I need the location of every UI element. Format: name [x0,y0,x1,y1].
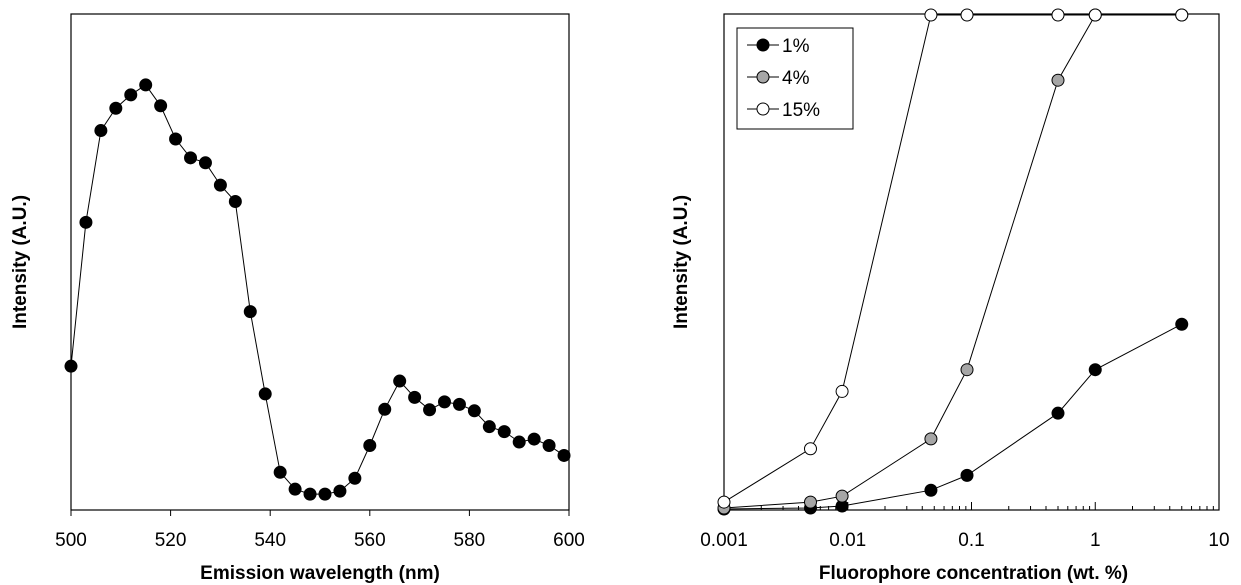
data-point [393,374,407,388]
data-point [924,8,938,22]
data-point [94,124,108,138]
legend-marker [756,38,770,52]
data-point [803,442,817,456]
data-point [482,420,496,434]
x-axis-title: Fluorophore concentration (wt. %) [819,563,1128,584]
data-point [184,151,198,165]
legend-marker [756,70,770,84]
series-group [717,8,1189,516]
x-tick-label: 1 [1090,530,1101,551]
data-point [960,363,974,377]
data-point [348,471,362,485]
data-point [79,215,93,229]
data-point [512,435,526,449]
data-point [213,178,227,192]
legend-label: 15% [782,100,820,121]
data-point [924,483,938,497]
x-tick-label: 540 [254,530,286,551]
data-point [64,359,78,373]
data-point [273,465,287,479]
legend-items: 1% 4% 15% [747,36,820,121]
data-point [835,384,849,398]
x-tick-label: 0.1 [958,530,984,551]
data-point [497,425,511,439]
data-point [303,487,317,501]
x-tick-label: 500 [55,530,87,551]
data-point [1051,73,1065,87]
data-point [527,432,541,446]
data-point [438,395,451,409]
data-point [1088,8,1102,22]
data-point [1175,8,1189,22]
data-point [1051,8,1065,22]
data-point [803,495,817,509]
data-point [318,487,332,501]
data-point [139,78,153,92]
x-tick-labels: 500 520 540 560 580 600 [55,530,585,551]
x-tick-label: 520 [155,530,187,551]
data-point [109,101,123,115]
data-point [378,402,392,416]
data-point [467,404,481,418]
data-point [333,484,347,498]
series-line [723,323,1182,510]
data-point [243,305,257,319]
data-point [452,397,466,411]
y-axis-title: Intensity (A.U.) [671,195,692,329]
x-axis-title: Emission wavelength (nm) [200,563,440,584]
data-point [835,489,849,503]
series-group [64,78,571,501]
legend-marker [756,102,770,116]
data-point [960,8,974,22]
emission-spectrum-panel: 500 520 540 560 580 600 Emission wavelength (… [10,13,585,584]
data-point [557,448,571,462]
data-point [408,390,422,404]
data-point [154,99,168,113]
data-point [1175,317,1189,331]
legend: 1% 4% 15% [736,27,854,130]
data-point [423,403,437,417]
legend-label: 4% [782,68,810,89]
data-point [924,432,938,446]
plot-frame [70,13,570,511]
data-point [1051,406,1065,420]
data-point [228,194,242,208]
x-tick-label: 0.01 [829,530,866,551]
data-point [258,387,272,401]
data-point [363,439,377,453]
data-point [124,88,138,102]
x-tick-labels: 0.001 0.01 0.1 1 10 [700,530,1229,551]
x-tick-label: 560 [354,530,386,551]
concentration-panel: 0.001 0.01 0.1 1 10 Fluorophore concentratio… [671,8,1230,584]
data-point [960,468,974,482]
series-line [70,84,565,495]
legend-label: 1% [782,36,810,57]
x-tick-label: 10 [1208,530,1229,551]
x-tick-label: 600 [553,530,585,551]
data-point [1088,363,1102,377]
data-point [717,495,731,509]
data-point [198,156,212,170]
x-tick-label: 580 [454,530,486,551]
data-point [542,439,556,453]
x-tick-label: 0.001 [700,530,748,551]
data-point [288,482,302,496]
data-point [169,132,183,146]
x-axis-ticks [70,510,570,516]
y-axis-title: Intensity (A.U.) [10,195,31,329]
